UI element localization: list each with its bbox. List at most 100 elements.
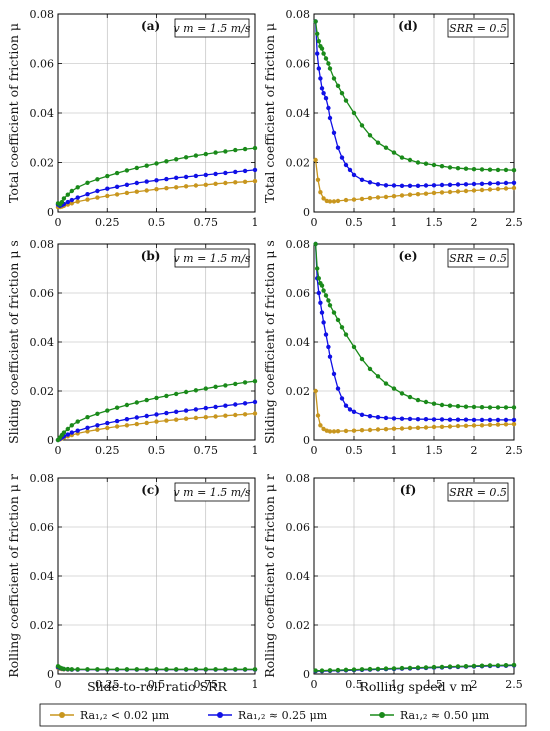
data-point-high xyxy=(85,667,90,672)
data-point-mid xyxy=(367,180,373,185)
annotation-text: v m = 1.5 m/s xyxy=(173,486,250,499)
data-point-high xyxy=(319,668,325,673)
y-tick-label: 0.04 xyxy=(30,107,55,120)
data-point-mid xyxy=(331,130,337,135)
data-point-low xyxy=(105,425,110,431)
data-point-high xyxy=(75,419,80,424)
data-point-low xyxy=(399,426,405,431)
data-point-high xyxy=(105,173,110,179)
legend-marker-mid xyxy=(217,712,223,718)
x-tick-label: 0.5 xyxy=(345,216,363,229)
data-point-low xyxy=(327,199,333,204)
data-point-high xyxy=(327,66,333,71)
y-tick-label: 0.02 xyxy=(286,619,311,632)
data-point-high xyxy=(114,667,120,672)
data-point-low xyxy=(359,196,365,202)
data-point-mid xyxy=(463,417,469,422)
data-point-low xyxy=(463,188,469,194)
data-point-high xyxy=(503,167,509,173)
data-point-mid xyxy=(439,182,445,188)
series-line-low xyxy=(314,390,515,433)
data-point-low xyxy=(174,185,179,190)
data-point-high xyxy=(313,241,318,247)
data-point-high xyxy=(375,666,381,672)
data-point-high xyxy=(203,386,208,391)
data-point-high xyxy=(183,389,189,395)
data-point-mid xyxy=(134,415,139,420)
data-point-mid xyxy=(347,167,353,173)
y-tick-label: 0.06 xyxy=(30,521,55,534)
data-point-high xyxy=(144,667,149,672)
data-point-mid xyxy=(423,183,429,188)
data-point-high xyxy=(326,61,331,66)
y-tick-label: 0.04 xyxy=(30,336,55,349)
data-point-high xyxy=(321,51,326,56)
data-point-low xyxy=(174,417,179,422)
panel-label: (c) xyxy=(141,483,160,497)
data-point-high xyxy=(399,665,405,671)
data-point-mid xyxy=(319,310,325,315)
x-tick-label: 1 xyxy=(252,444,259,457)
data-point-low xyxy=(503,422,509,427)
data-point-mid xyxy=(423,417,429,422)
data-point-mid xyxy=(154,178,159,183)
data-point-high xyxy=(471,404,477,410)
data-point-low xyxy=(495,186,501,192)
data-point-high xyxy=(69,667,75,672)
data-point-high xyxy=(164,159,169,164)
data-point-mid xyxy=(407,416,413,422)
data-point-mid xyxy=(495,181,501,186)
data-point-low xyxy=(213,414,218,419)
panel-label: (b) xyxy=(141,249,161,263)
y-tick-label: 0.06 xyxy=(30,287,55,300)
data-point-low xyxy=(327,429,333,434)
data-point-mid xyxy=(252,399,258,405)
panel-label: (d) xyxy=(398,19,418,33)
data-point-mid xyxy=(339,396,345,401)
data-point-high xyxy=(423,161,429,166)
data-point-high xyxy=(242,380,248,385)
chart-panel-e: 0 0.02 0.04 0.06 0.08 0 0.5 1 1.5 2 2.5 Sliding coe… xyxy=(262,238,523,457)
x-tick-label: 2.5 xyxy=(505,444,523,457)
data-point-high xyxy=(154,161,159,166)
x-tick-label: 0 xyxy=(55,678,62,691)
data-point-high xyxy=(335,317,341,323)
data-point-high xyxy=(75,667,80,672)
data-point-mid xyxy=(487,181,493,186)
x-tick-label: 0.25 xyxy=(95,444,120,457)
data-point-low xyxy=(415,192,421,197)
legend-box xyxy=(39,703,527,727)
data-point-mid xyxy=(503,417,509,423)
y-tick-label: 0 xyxy=(303,206,310,219)
data-point-mid xyxy=(203,172,208,178)
data-point-mid xyxy=(375,415,381,420)
data-point-high xyxy=(423,399,429,405)
data-point-high xyxy=(503,663,509,668)
data-point-high xyxy=(463,166,469,171)
data-point-high xyxy=(319,46,325,51)
x-tick-label: 1 xyxy=(391,678,398,691)
data-point-mid xyxy=(105,186,110,191)
data-point-low xyxy=(511,185,517,191)
data-point-high xyxy=(383,145,389,150)
data-point-mid xyxy=(315,51,320,56)
data-point-mid xyxy=(335,145,341,150)
data-point-low xyxy=(154,419,159,424)
data-point-high xyxy=(242,667,248,672)
legend-label-high: Ra₁,₂ ≈ 0.50 μm xyxy=(400,709,490,722)
y-tick-label: 0.02 xyxy=(286,157,311,170)
x-tick-label: 0.75 xyxy=(194,678,219,691)
data-point-mid xyxy=(319,86,325,91)
y-tick-label: 0.02 xyxy=(30,157,55,170)
data-point-high xyxy=(233,381,238,387)
y-tick-label: 0 xyxy=(47,206,54,219)
data-point-low xyxy=(423,191,429,196)
data-point-low xyxy=(85,429,90,434)
data-point-high xyxy=(114,170,120,176)
y-tick-label: 0.08 xyxy=(286,238,311,251)
data-point-low xyxy=(335,429,341,434)
data-point-mid xyxy=(183,174,189,180)
y-tick-label: 0.02 xyxy=(286,385,311,398)
data-point-high xyxy=(407,157,413,163)
